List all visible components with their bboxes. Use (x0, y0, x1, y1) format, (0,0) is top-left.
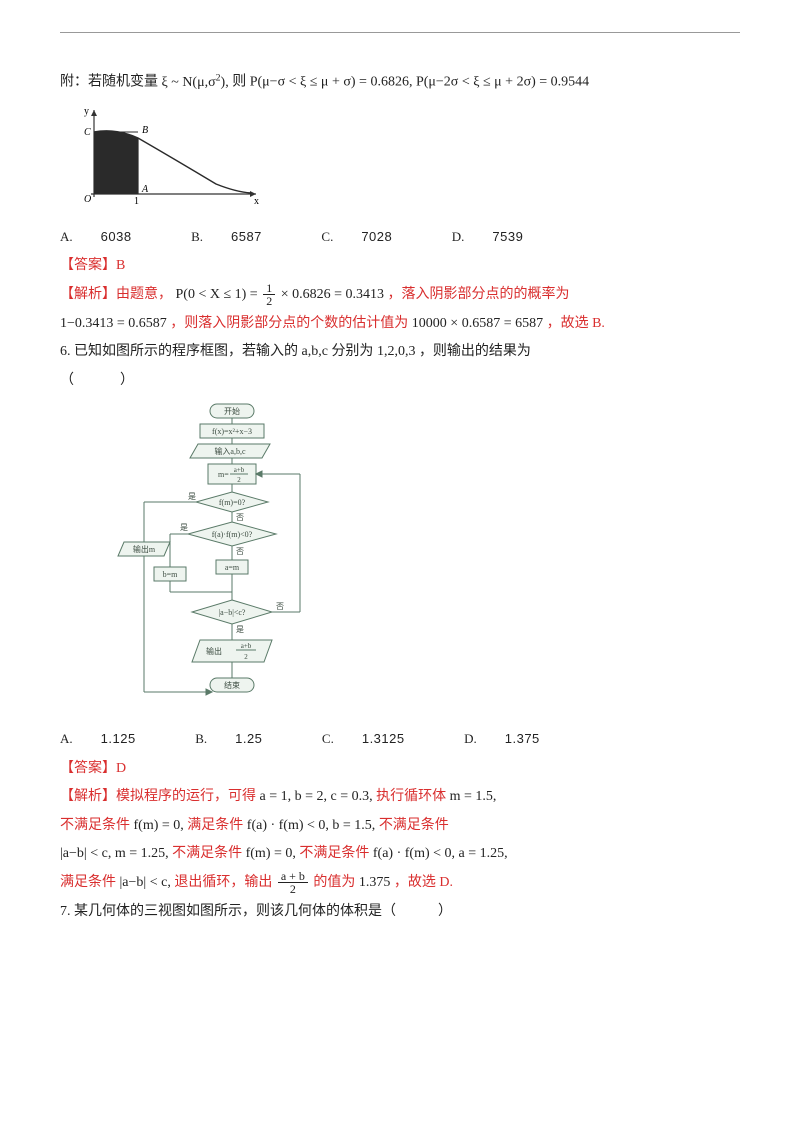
q6-opt-C: 1.3125 (362, 727, 405, 752)
frac-d: 2 (263, 295, 275, 307)
fc-yes3: 是 (236, 625, 244, 634)
q6-exp-l1: 【解析】模拟程序的运行，可得 a = 1, b = 2, c = 0.3, 执行… (60, 784, 740, 811)
fc-no1: 否 (236, 513, 244, 522)
fc-am: a=m (225, 563, 240, 572)
exp-prefix: 【解析】由题意， (60, 287, 172, 302)
l2-r1: ，则落入阴影部分点的个数的估计值为 (170, 316, 408, 331)
e1r: 【解析】模拟程序的运行，可得 (60, 789, 256, 804)
label-A: A (141, 184, 149, 195)
q5-answer: 【答案】B (60, 253, 740, 280)
fc-out-d: 2 (244, 653, 248, 661)
q6-c: ，则输出的结果为 (419, 344, 531, 359)
q6-vals: 1,2,0,3 (377, 344, 416, 359)
opt-B: 6587 (231, 225, 262, 250)
fc-yes2: 是 (180, 523, 188, 532)
q6-exp-l4: 满足条件 |a−b| < c, 退出循环，输出 a + b2 的值为 1.375… (60, 870, 740, 897)
fc-no3: 否 (276, 602, 284, 611)
q6-a: 6. 已知如图所示的程序框图，若输入的 (60, 344, 298, 359)
note-dist: ξ ~ N(μ,σ2), (162, 75, 229, 90)
fc-out-n: a+b (241, 642, 252, 650)
fc-fx: f(x)=x²+x−3 (212, 427, 252, 436)
q6-answer: 【答案】D (60, 756, 740, 783)
note-p1: P(μ−σ < ξ ≤ μ + σ) = 0.6826, (250, 75, 413, 90)
q6-opt-D: 1.375 (505, 727, 540, 752)
l2-r2: ，故选 B. (547, 316, 605, 331)
e3m2: f(m) = 0, (246, 846, 296, 861)
e2m2: f(a) · f(m) < 0, b = 1.5, (247, 818, 376, 833)
fc-yes1: 是 (188, 492, 196, 501)
e2r3: 不满足条件 (379, 818, 449, 833)
e2r1: 不满足条件 (60, 818, 130, 833)
e3m3: f(a) · f(m) < 0, a = 1.25, (373, 846, 508, 861)
fc-m-d: 2 (237, 476, 241, 484)
fc-outm: 输出m (133, 544, 156, 554)
e4m2: 1.375 (359, 875, 391, 890)
label-B: B (142, 125, 148, 136)
l2-m1: 1−0.3413 = 0.6587 (60, 316, 167, 331)
fc-m-eq: m= (218, 470, 229, 479)
q5-explain-line1: 【解析】由题意， P(0 < X ≤ 1) = 12 × 0.6826 = 0.… (60, 282, 740, 309)
q6-b: 分别为 (331, 344, 373, 359)
e4m1: |a−b| < c, (120, 875, 171, 890)
e3m1: |a−b| < c, m = 1.25, (60, 846, 169, 861)
q6-paren: （ ） (60, 368, 740, 395)
fc-bm: b=m (163, 570, 179, 579)
normal-dist-note: 附：若随机变量 ξ ~ N(μ,σ2), 则 P(μ−σ < ξ ≤ μ + σ… (60, 69, 740, 96)
x-axis-label: x (254, 196, 259, 207)
q6-options: A. 1.125 B. 1.25 C. 1.3125 D. 1.375 (60, 727, 740, 754)
opt-D: 7539 (492, 225, 523, 250)
q7-stem: 7. 某几何体的三视图如图所示，则该几何体的体积是（ ） (60, 899, 740, 926)
fc-out-lbl: 输出 (206, 646, 222, 656)
e2m1: f(m) = 0, (134, 818, 184, 833)
label-O: O (84, 194, 91, 205)
q6-stem: 6. 已知如图所示的程序框图，若输入的 a,b,c 分别为 1,2,0,3 ，则… (60, 339, 740, 366)
y-axis-label: y (84, 106, 89, 117)
q6-vars: a,b,c (302, 344, 328, 359)
opt-A: 6038 (101, 225, 132, 250)
fc-m-n: a+b (234, 466, 245, 474)
q6-exp-l2: 不满足条件 f(m) = 0, 满足条件 f(a) · f(m) < 0, b … (60, 813, 740, 840)
fc-fm0: f(m)=0? (219, 498, 246, 507)
fc-start: 开始 (224, 406, 240, 416)
note-prefix: 附：若随机变量 (60, 75, 158, 90)
density-plot: y x C B A O 1 (66, 102, 740, 223)
e4r2: 退出循环，输出 (174, 875, 272, 890)
e4r1: 满足条件 (60, 875, 116, 890)
fc-no2: 否 (236, 547, 244, 556)
note-p2: P(μ−2σ < ξ ≤ μ + 2σ) = 0.9544 (416, 75, 589, 90)
fc-end: 结束 (224, 680, 240, 690)
fc-input: 输入a,b,c (214, 446, 246, 456)
q6-exp-l3: |a−b| < c, m = 1.25, 不满足条件 f(m) = 0, 不满足… (60, 841, 740, 868)
page-top-rule (60, 32, 740, 33)
exp-math: P(0 < X ≤ 1) = (176, 287, 262, 302)
e4r4: ，故选 D. (394, 875, 453, 890)
q6-opt-A: 1.125 (101, 727, 136, 752)
l2-m2: 10000 × 0.6587 = 6587 (412, 316, 543, 331)
flowchart: 开始 f(x)=x²+x−3 输入a,b,c m= a+b 2 f(m)=0? … (100, 402, 740, 723)
fc-abc: |a−b|<c? (219, 608, 246, 617)
e1r2: 执行循环体 (376, 789, 446, 804)
label-C: C (84, 127, 91, 138)
e1m: a = 1, b = 2, c = 0.3, (260, 789, 373, 804)
paren: （ ） (60, 373, 140, 388)
q5-explain-line2: 1−0.3413 = 0.6587 ，则落入阴影部分点的个数的估计值为 1000… (60, 311, 740, 338)
e3r2: 不满足条件 (299, 846, 369, 861)
label-one: 1 (134, 196, 139, 207)
exp-math-tail: × 0.6826 = 0.3413 (281, 287, 384, 302)
e4fd: 2 (278, 883, 308, 895)
opt-C: 7028 (361, 225, 392, 250)
exp-red-tail: ，落入阴影部分点的的概率为 (388, 287, 570, 302)
fc-prod: f(a)·f(m)<0? (212, 530, 253, 539)
note-mid: 则 (232, 75, 246, 90)
e1m2: m = 1.5, (450, 789, 497, 804)
e4r3: 的值为 (313, 875, 355, 890)
q6-opt-B: 1.25 (235, 727, 262, 752)
e2r2: 满足条件 (187, 818, 243, 833)
e3r1: 不满足条件 (172, 846, 242, 861)
q5-options: A. 6038 B. 6587 C. 7028 D. 7539 (60, 225, 740, 252)
